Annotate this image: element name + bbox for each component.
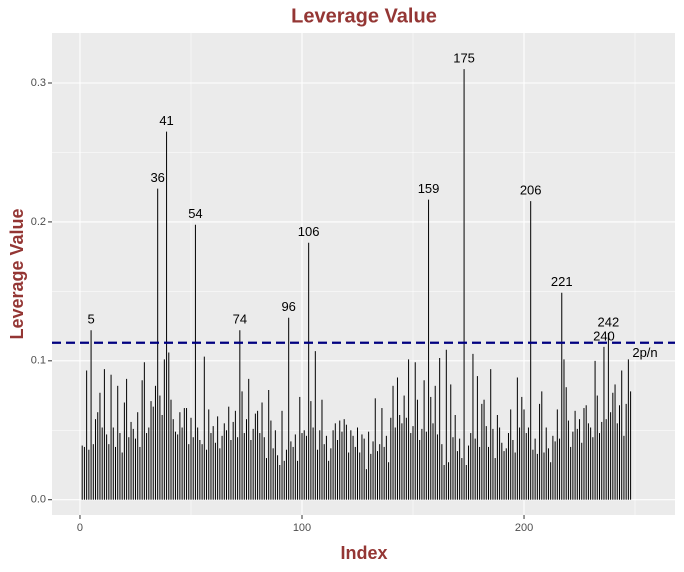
x-tick-label: 0 — [77, 522, 83, 534]
annotation: 206 — [520, 183, 542, 198]
threshold-label: 2p/n — [632, 345, 657, 360]
panel — [52, 33, 675, 515]
annotation: 240 — [593, 328, 615, 343]
y-tick-label: 0.3 — [31, 77, 46, 89]
y-tick-label: 0.0 — [31, 494, 46, 506]
x-tick-label: 200 — [515, 522, 533, 534]
annotation: 106 — [298, 224, 320, 239]
x-axis-title: Index — [340, 543, 387, 563]
annotation: 41 — [159, 113, 173, 128]
annotation: 242 — [598, 314, 620, 329]
annotation: 54 — [188, 206, 202, 221]
annotation: 175 — [453, 51, 475, 66]
annotation: 96 — [281, 299, 295, 314]
annotation: 221 — [551, 274, 573, 289]
annotation: 159 — [418, 181, 440, 196]
annotation: 5 — [87, 312, 94, 327]
chart-title: Leverage Value — [291, 5, 437, 27]
y-tick-label: 0.1 — [31, 355, 46, 367]
y-tick-label: 0.2 — [31, 216, 46, 228]
annotation: 74 — [233, 312, 247, 327]
x-tick-label: 100 — [293, 522, 311, 534]
y-axis-title: Leverage Value — [7, 208, 27, 339]
annotation: 36 — [150, 170, 164, 185]
